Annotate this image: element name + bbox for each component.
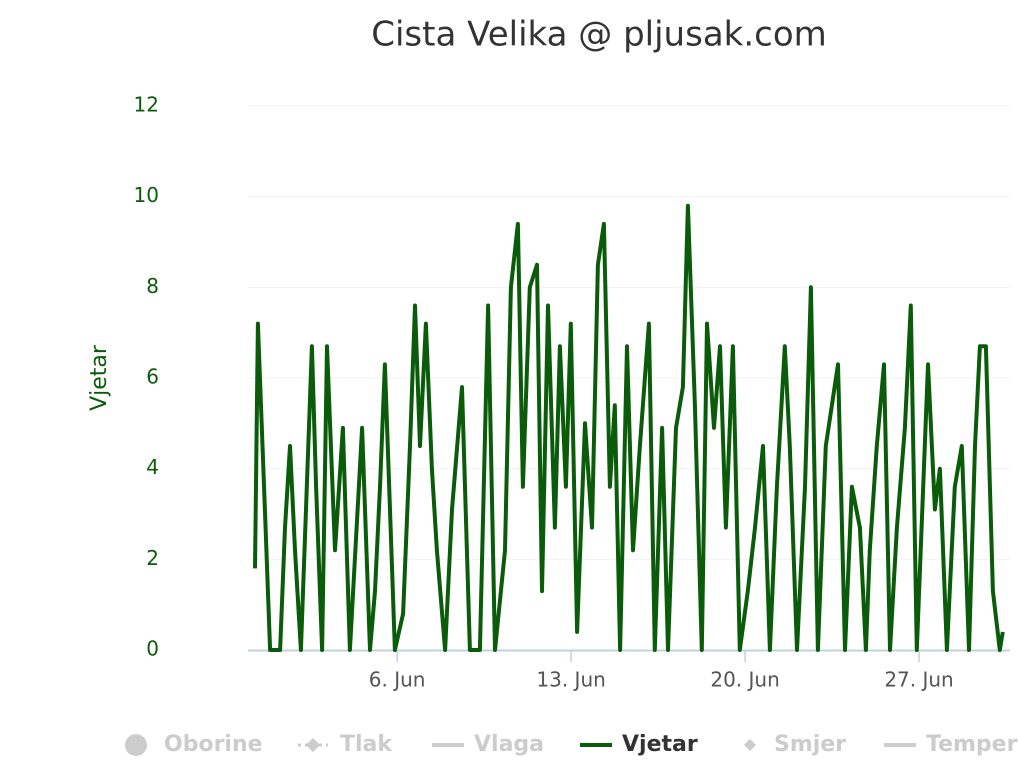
x-tick-label: 20. Jun (710, 668, 779, 692)
y-tick-label: 4 (146, 455, 159, 479)
y-tick-label: 2 (146, 546, 159, 570)
chart-title: Cista Velika @ pljusak.com (371, 15, 827, 55)
legend-item[interactable]: Oborine (125, 732, 263, 757)
legend-symbol (744, 739, 756, 751)
legend-label: Smjer (774, 732, 846, 757)
legend-symbol (306, 738, 320, 752)
legend-label: Vjetar (622, 732, 698, 757)
y-tick-label: 0 (146, 637, 159, 661)
legend-item[interactable]: Smjer (744, 732, 846, 757)
y-tick-label: 12 (134, 93, 159, 117)
y-axis-title: Vjetar (87, 344, 112, 411)
x-tick-label: 6. Jun (369, 668, 426, 692)
legend-symbol (125, 734, 147, 756)
legend-item[interactable]: Vjetar (580, 732, 698, 757)
y-tick-label: 10 (134, 183, 159, 207)
legend-item[interactable]: Temperatura (884, 732, 1018, 757)
y-tick-label: 6 (146, 365, 159, 389)
y-tick-label: 8 (146, 274, 159, 298)
x-tick-label: 27. Jun (884, 668, 953, 692)
legend-item[interactable]: Vlaga (432, 732, 544, 757)
legend-label: Oborine (164, 732, 263, 757)
legend-label: Tlak (340, 732, 393, 757)
legend-label: Vlaga (474, 732, 544, 757)
x-tick-label: 13. Jun (536, 668, 605, 692)
data-line (253, 203, 1005, 652)
legend-label: Temperatura (926, 732, 1018, 757)
legend-item[interactable]: Tlak (298, 732, 393, 757)
